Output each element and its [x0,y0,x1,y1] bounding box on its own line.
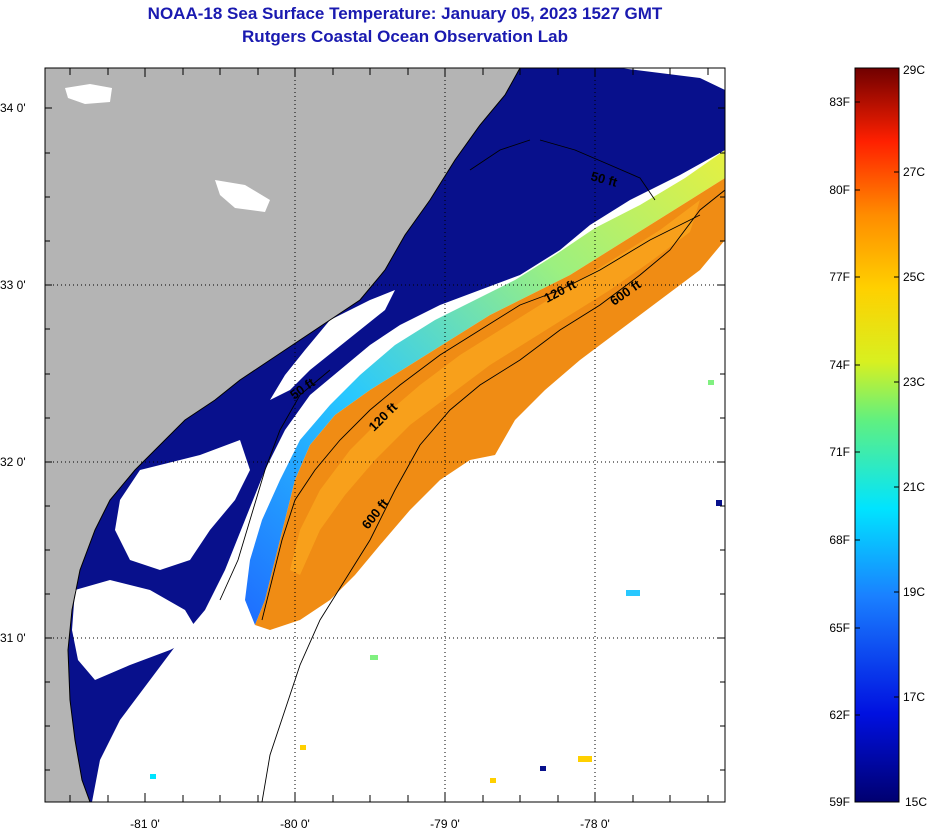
offshore-pixel [370,655,378,660]
map-subtitle: Rutgers Coastal Ocean Observation Lab [242,27,568,46]
offshore-pixel [708,380,714,385]
colorbar-f-label: 77F [829,270,850,284]
cloud-patch-mid [115,440,250,570]
colorbar-c-label: 19C [903,585,925,599]
colorbar-c-label: 25C [903,270,925,284]
contour-label: 50 ft [589,168,619,190]
lon-label: -81 0' [130,817,160,831]
colorbar-f-label: 83F [829,95,850,109]
colorbar [854,67,900,803]
lat-label: 32 0' [0,455,26,469]
colorbar-f-label: 59F [829,795,850,809]
colorbar-c-label: 23C [903,375,925,389]
cloud-patch-nw [215,180,270,212]
isobath-50ft [219,139,656,601]
colorbar-ticks [855,101,899,716]
colorbar-c-label: 29C [903,63,925,77]
colorbar-f-label: 71F [829,445,850,459]
coastline [67,68,521,802]
offshore-pixel [578,756,592,762]
colorbar-f-label: 80F [829,183,850,197]
cloud-patch-north [270,290,395,400]
cloud-patch-top [65,84,112,104]
colorbar-c-label: 27C [903,165,925,179]
lon-label: -78 0' [580,817,610,831]
isobath-600ft [261,189,725,802]
colorbar-f-label: 65F [829,621,850,635]
colorbar-c-label: 17C [903,690,925,704]
colorbar-f-label: 74F [829,358,850,372]
lat-label: 31 0' [0,631,26,645]
offshore-pixel [300,745,306,750]
lon-label: -79 0' [430,817,460,831]
colorbar-f-label: 62F [829,708,850,722]
lat-label: 33 0' [0,278,26,292]
colorbar-f-label: 68F [829,533,850,547]
map-title: NOAA-18 Sea Surface Temperature: January… [147,4,663,23]
cloud-patch-south [72,580,200,680]
offshore-pixel [716,500,722,506]
offshore-pixel [490,778,496,783]
offshore-pixel [540,766,546,771]
lon-label: -80 0' [280,817,310,831]
isobath-120ft [261,214,701,621]
offshore-pixel [150,774,156,779]
offshore-pixel [626,590,640,596]
lat-label: 34 0' [0,101,26,115]
gulf-stream-core [290,200,700,575]
cold-coastal-water [68,68,725,802]
graticule [45,68,725,802]
axis-ticks [45,68,725,802]
colorbar-c-label: 21C [903,480,925,494]
mid-shelf-plume [245,150,725,625]
land-area [45,68,520,802]
colorbar-c-label: 15C [905,795,927,809]
